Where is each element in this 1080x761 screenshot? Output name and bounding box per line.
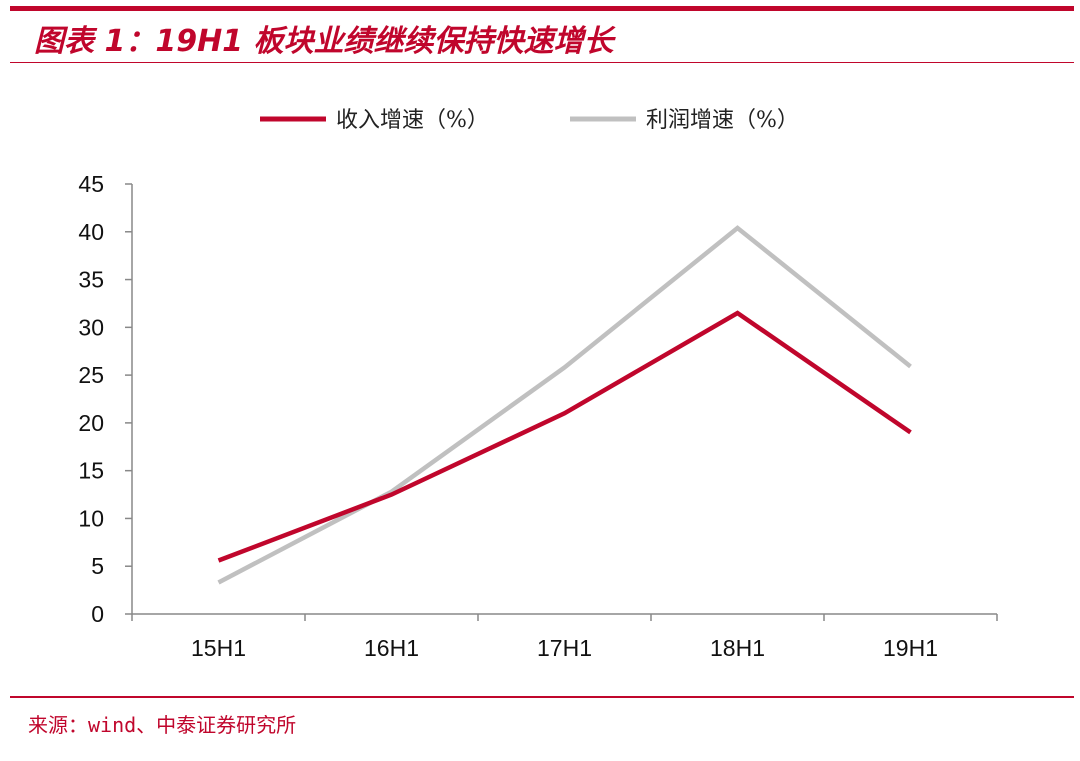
y-tick-label: 10 [78, 505, 104, 531]
y-tick-label: 20 [78, 410, 104, 436]
x-tick-label: 18H1 [710, 635, 765, 661]
x-tick-label: 16H1 [364, 635, 419, 661]
y-tick-label: 5 [91, 553, 104, 579]
top-rule [10, 6, 1074, 11]
y-tick-label: 40 [78, 219, 104, 245]
chart-axes: 0 5 10 15 20 25 30 35 40 45 15H1 16H1 17H1 18H1 19H1 [78, 171, 998, 661]
title-rule [10, 62, 1074, 63]
y-tick-label: 35 [78, 267, 104, 293]
x-tick-label: 15H1 [191, 635, 246, 661]
y-tick-label: 30 [78, 314, 104, 340]
legend-label-1: 收入增速（%） [336, 108, 489, 133]
y-tick-label: 15 [78, 458, 104, 484]
line-chart: 收入增速（%） 利润增速（%） 0 5 10 15 20 25 30 35 40 45 15H1 16H… [78, 108, 998, 661]
y-tick-label: 45 [78, 171, 104, 197]
series-line-2 [217, 225, 912, 585]
bottom-rule [10, 696, 1074, 698]
x-tick-label: 17H1 [537, 635, 592, 661]
y-tick-label: 0 [91, 601, 104, 627]
figure-title: 图表 1：19H1 板块业绩继续保持快速增长 [34, 24, 614, 59]
y-tick-label: 25 [78, 362, 104, 388]
chart-legend: 收入增速（%） 利润增速（%） [260, 108, 799, 133]
chart-series [217, 225, 912, 585]
series-line-1 [217, 310, 912, 563]
x-tick-label: 19H1 [883, 635, 938, 661]
source-note: 来源：wind、中泰证券研究所 [28, 713, 297, 737]
legend-label-2: 利润增速（%） [646, 108, 799, 133]
